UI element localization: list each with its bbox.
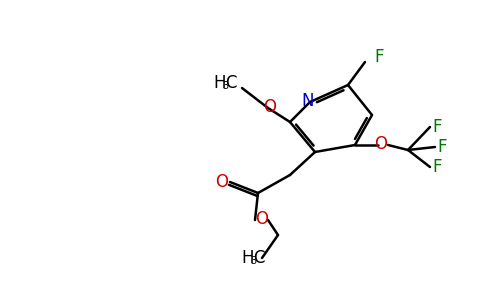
- Text: O: O: [256, 210, 269, 228]
- Text: F: F: [432, 118, 442, 136]
- Text: H: H: [242, 249, 254, 267]
- Text: 3: 3: [222, 81, 228, 91]
- Text: N: N: [302, 92, 314, 110]
- Text: O: O: [375, 135, 388, 153]
- Text: O: O: [263, 98, 276, 116]
- Text: C: C: [253, 249, 265, 267]
- Text: 3: 3: [250, 256, 256, 266]
- Text: F: F: [432, 158, 442, 176]
- Text: C: C: [225, 74, 237, 92]
- Text: F: F: [437, 138, 447, 156]
- Text: O: O: [215, 173, 228, 191]
- Text: H: H: [214, 74, 226, 92]
- Text: F: F: [374, 48, 384, 66]
